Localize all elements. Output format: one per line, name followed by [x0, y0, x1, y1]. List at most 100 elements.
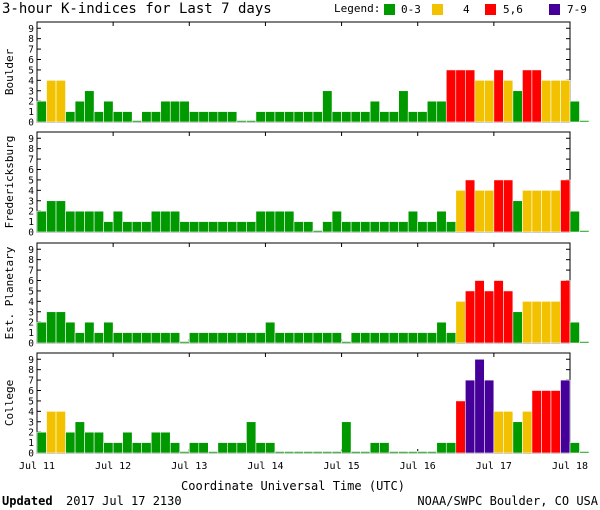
k-index-bar	[379, 332, 390, 344]
x-tick-label: Jul 13	[171, 461, 207, 472]
x-tick-label: Jul 14	[247, 461, 283, 472]
k-index-bar	[274, 111, 285, 123]
k-index-bar	[103, 221, 114, 233]
station-label: Fredericksburg	[3, 136, 16, 229]
k-index-bar	[388, 111, 399, 123]
k-index-bar	[436, 321, 447, 344]
k-index-bar	[65, 111, 76, 123]
x-axis-label: Coordinate Universal Time (UTC)	[181, 479, 405, 493]
k-index-bar	[246, 421, 257, 454]
k-index-bar	[293, 332, 304, 344]
k-index-bar	[388, 221, 399, 233]
y-tick-label: 3	[28, 196, 34, 207]
k-index-bar	[227, 332, 238, 344]
k-index-bar	[455, 190, 466, 233]
k-index-bar	[188, 442, 200, 454]
k-index-bar	[246, 120, 257, 123]
k-index-bar	[303, 332, 314, 344]
k-index-bar	[303, 111, 314, 123]
k-index-bar	[341, 111, 352, 123]
k-index-bar	[474, 358, 485, 454]
y-tick-label: 3	[28, 86, 34, 97]
k-index-bar	[341, 421, 352, 454]
k-index-bar	[398, 90, 409, 123]
k-index-bar	[436, 100, 447, 123]
k-index-bar	[493, 280, 504, 344]
legend: Legend: 0-3 4 5,6 7-9	[334, 2, 587, 16]
k-index-bar	[484, 379, 495, 454]
k-index-bar	[512, 200, 523, 233]
k-index-bar	[65, 210, 76, 233]
k-index-bar	[455, 69, 466, 123]
k-index-bar	[274, 210, 285, 233]
k-index-bar	[426, 451, 438, 454]
y-tick-label: 2	[28, 97, 34, 108]
k-index-bar	[445, 442, 457, 454]
k-index-bar	[160, 431, 171, 454]
k-index-bar	[112, 111, 123, 123]
k-index-bar	[550, 80, 561, 123]
k-index-bar	[579, 230, 590, 233]
k-index-bar	[265, 210, 276, 233]
y-tick-label: 2	[28, 207, 34, 218]
source-credit: NOAA/SWPC Boulder, CO USA	[417, 494, 598, 508]
k-index-bar	[464, 379, 476, 454]
k-index-bar	[236, 442, 247, 454]
k-index-bar	[131, 442, 142, 454]
k-index-bar	[93, 332, 104, 344]
k-index-bar	[503, 290, 514, 344]
k-index-bar	[122, 332, 133, 344]
y-tick-label: 5	[28, 65, 34, 76]
k-index-bar	[303, 221, 314, 233]
k-index-bar	[560, 379, 571, 454]
k-index-bar	[84, 210, 95, 233]
k-index-bar	[131, 120, 142, 123]
k-index-bar	[208, 111, 219, 123]
y-tick-label: 8	[28, 34, 34, 45]
k-index-bar	[464, 290, 476, 344]
x-tick-label: Jul 18	[552, 461, 588, 472]
k-index-bar	[560, 280, 571, 344]
y-tick-label: 1	[28, 438, 34, 449]
k-index-bar	[369, 332, 380, 344]
y-tick-label: 6	[28, 386, 34, 397]
k-index-bar	[36, 100, 47, 123]
k-index-bar	[331, 332, 342, 344]
k-index-bar	[474, 80, 485, 123]
k-index-bar	[169, 100, 181, 123]
y-tick-label: 6	[28, 165, 34, 176]
k-index-bar	[198, 221, 209, 233]
k-index-bar	[445, 69, 457, 123]
k-index-bar	[579, 451, 590, 454]
k-index-bar	[493, 69, 504, 123]
y-tick-label: 4	[28, 407, 34, 418]
k-index-bar	[55, 80, 66, 123]
k-index-bar	[455, 400, 466, 454]
k-index-bar	[236, 332, 247, 344]
k-index-bar	[503, 179, 514, 233]
k-index-bar	[560, 80, 571, 123]
k-index-bar	[179, 100, 190, 123]
k-index-bar	[550, 390, 561, 454]
k-index-bar	[464, 69, 476, 123]
k-index-bar	[503, 80, 514, 123]
k-index-bar	[493, 179, 504, 233]
k-index-bar	[160, 332, 171, 344]
k-index-bar	[417, 221, 428, 233]
k-index-bar	[112, 210, 123, 233]
k-index-bar	[208, 451, 219, 454]
k-index-bar	[131, 221, 142, 233]
k-index-bar	[331, 451, 342, 454]
k-index-bar	[179, 341, 190, 344]
k-index-bar	[322, 332, 333, 344]
y-tick-label: 7	[28, 266, 34, 277]
y-tick-label: 6	[28, 55, 34, 66]
y-tick-label: 9	[28, 355, 34, 366]
k-index-bar	[579, 341, 590, 344]
k-index-bar	[93, 431, 104, 454]
k-index-bar	[569, 321, 580, 344]
